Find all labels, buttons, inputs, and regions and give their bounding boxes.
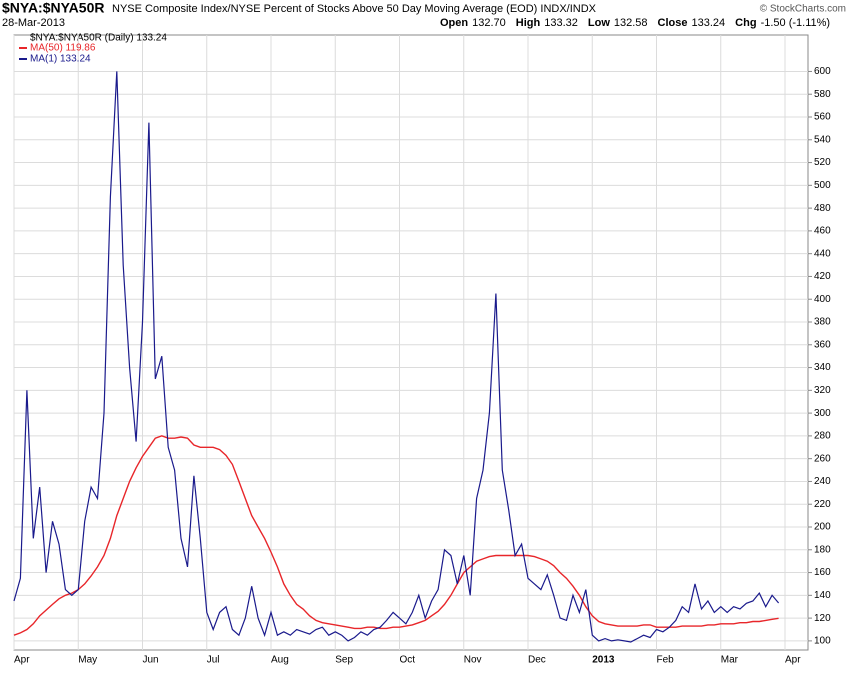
y-tick-label: 520 xyxy=(814,157,831,168)
quote-label: Chg xyxy=(735,17,756,29)
legend-label: MA(50) 119.86 xyxy=(30,43,96,54)
quote-label: Close xyxy=(658,17,688,29)
x-tick-label: 2013 xyxy=(592,655,615,666)
quote-value: 133.32 xyxy=(544,17,578,29)
y-tick-label: 300 xyxy=(814,408,831,419)
y-tick-label: 400 xyxy=(814,294,831,305)
y-tick-label: 280 xyxy=(814,431,831,442)
x-tick-label: Apr xyxy=(14,655,30,666)
y-tick-label: 420 xyxy=(814,271,831,282)
y-tick-label: 600 xyxy=(814,66,831,77)
credit: © StockCharts.com xyxy=(760,4,846,15)
quote-value: 133.24 xyxy=(692,17,726,29)
legend-label: MA(1) 133.24 xyxy=(30,54,91,65)
quote-value: -1.50 (-1.11%) xyxy=(761,17,831,29)
date: 28-Mar-2013 xyxy=(2,17,65,29)
y-tick-label: 240 xyxy=(814,476,831,487)
y-tick-label: 220 xyxy=(814,499,831,510)
series-line xyxy=(13,435,779,636)
y-tick-label: 140 xyxy=(814,590,831,601)
x-tick-label: Apr xyxy=(785,655,801,666)
x-tick-label: Jun xyxy=(143,655,159,666)
quote-value: 132.58 xyxy=(614,17,648,29)
y-tick-label: 100 xyxy=(814,636,831,647)
y-tick-label: 320 xyxy=(814,385,831,396)
y-tick-label: 580 xyxy=(814,89,831,100)
symbol: $NYA:$NYA50R xyxy=(2,0,104,16)
y-tick-label: 120 xyxy=(814,613,831,624)
quote-label: Open xyxy=(440,17,468,29)
y-tick-label: 460 xyxy=(814,226,831,237)
y-tick-label: 340 xyxy=(814,362,831,373)
y-tick-label: 160 xyxy=(814,567,831,578)
x-tick-label: Jul xyxy=(207,655,220,666)
y-tick-label: 500 xyxy=(814,180,831,191)
quote-label: Low xyxy=(588,17,610,29)
legend-header: $NYA:$NYA50R (Daily) 133.24 xyxy=(30,33,167,44)
x-tick-label: Aug xyxy=(271,655,289,666)
x-tick-label: Nov xyxy=(464,655,482,666)
quote-label: High xyxy=(516,17,541,29)
y-tick-label: 540 xyxy=(814,134,831,145)
x-tick-label: Feb xyxy=(657,655,675,666)
series-line xyxy=(13,71,780,643)
x-tick-label: May xyxy=(78,655,97,666)
quote-value: 132.70 xyxy=(472,17,506,29)
x-tick-label: Mar xyxy=(721,655,739,666)
y-tick-label: 180 xyxy=(814,544,831,555)
plot-frame xyxy=(13,34,809,651)
y-tick-label: 380 xyxy=(814,317,831,328)
x-tick-label: Dec xyxy=(528,655,546,666)
y-tick-label: 200 xyxy=(814,522,831,533)
y-tick-label: 260 xyxy=(814,453,831,464)
chart-title: NYSE Composite Index/NYSE Percent of Sto… xyxy=(112,3,597,15)
x-tick-label: Sep xyxy=(335,655,353,666)
y-tick-label: 360 xyxy=(814,339,831,350)
x-tick-label: Oct xyxy=(400,655,416,666)
y-tick-label: 440 xyxy=(814,248,831,259)
y-tick-label: 480 xyxy=(814,203,831,214)
y-tick-label: 560 xyxy=(814,112,831,123)
